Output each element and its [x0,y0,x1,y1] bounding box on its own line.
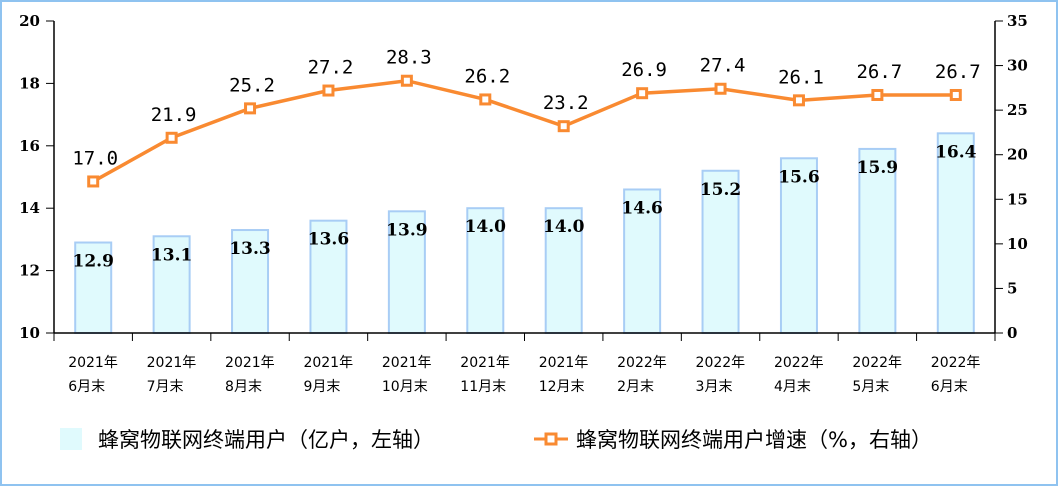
right-tick-label: 20 [1007,146,1028,164]
bar-data-label: 13.9 [386,220,427,240]
line-data-label: 17.0 [72,147,118,169]
legend-bar-swatch [60,428,82,450]
x-tick-label: 5月末 [852,379,889,395]
left-tick-label: 18 [19,74,40,92]
x-tick-label: 2021年 [225,355,275,371]
x-tick-label: 6月末 [68,379,105,395]
bar [466,207,505,334]
left-tick-label: 10 [19,324,40,342]
line-data-label: 27.2 [308,57,354,79]
line-point-marker [87,175,100,188]
x-tick-label: 2021年 [147,355,197,371]
left-tick-label: 12 [19,262,40,280]
x-tick-label: 2021年 [539,355,589,371]
line-point-marker [479,93,492,106]
line-data-label: 26.2 [464,65,510,87]
bar-data-label: 14.6 [621,198,662,218]
x-tick-label: 9月末 [303,379,340,395]
line-point-marker [792,94,805,107]
x-tick-label: 2022年 [852,355,902,371]
legend-item-line: 蜂窝物联网终端用户增速（%，右轴） [534,424,932,454]
bar-data-label: 15.2 [700,180,741,200]
line-data-label: 26.9 [621,59,667,81]
legend-line-swatch [534,432,568,446]
line-data-label: 26.7 [935,61,981,83]
bar [779,157,818,334]
x-tick-label: 2022年 [696,355,746,371]
line-point-marker [636,87,649,100]
right-tick-label: 0 [1007,324,1017,342]
x-tick-label: 2021年 [382,355,432,371]
x-tick-label: 2021年 [303,355,353,371]
bar-data-label: 14.0 [543,217,585,237]
bar-data-label: 12.9 [73,252,114,272]
bar-data-label: 15.6 [778,167,819,187]
x-tick-label: 2022年 [617,355,667,371]
x-tick-label: 11月末 [460,379,506,395]
left-tick-label: 16 [19,137,40,155]
line-data-label: 21.9 [151,104,197,126]
legend-line-label: 蜂窝物联网终端用户增速（%，右轴） [576,428,932,452]
line-point-marker [871,88,884,101]
line-point-marker [244,102,257,115]
right-tick-label: 25 [1007,101,1028,119]
left-tick-label: 14 [19,199,40,217]
legend-item-bar: 蜂窝物联网终端用户（亿户，左轴） [60,424,434,454]
line-point-marker [557,120,570,133]
bar-data-label: 13.3 [229,239,270,259]
bar-data-label: 13.6 [308,230,349,250]
line-data-label: 25.2 [229,74,275,96]
x-tick-label: 2022年 [774,355,824,371]
right-tick-label: 35 [1007,12,1028,30]
x-tick-label: 4月末 [774,379,811,395]
line-data-label: 23.2 [543,92,589,114]
x-tick-label: 3月末 [696,379,733,395]
line-data-label: 27.4 [700,55,746,77]
right-tick-label: 15 [1007,190,1028,208]
line-data-label: 26.7 [856,61,902,83]
line-point-marker [322,84,335,97]
line-point-marker [949,88,962,101]
bar-data-label: 13.1 [151,245,192,265]
line-point-marker [714,82,727,95]
x-tick-label: 10月末 [382,379,428,395]
x-tick-label: 2022年 [931,355,981,371]
line-point-marker [400,74,413,87]
x-tick-label: 8月末 [225,379,262,395]
right-tick-label: 10 [1007,235,1028,253]
bar-data-label: 16.4 [935,142,977,162]
right-tick-label: 30 [1007,57,1028,75]
x-tick-label: 2021年 [460,355,510,371]
legend-bar-label: 蜂窝物联网终端用户（亿户，左轴） [98,428,434,452]
x-tick-label: 6月末 [931,379,968,395]
bar [309,219,348,334]
line-data-label: 26.1 [778,66,824,88]
x-tick-label: 2021年 [68,355,118,371]
bar [858,147,897,334]
left-tick-label: 20 [19,12,40,30]
bar-data-label: 14.0 [465,217,507,237]
x-tick-label: 7月末 [147,379,184,395]
x-tick-label: 12月末 [539,379,585,395]
line-point-marker [165,131,178,144]
line-data-label: 28.3 [386,47,432,69]
bar-data-label: 15.9 [857,158,898,178]
growth-line [92,78,956,183]
bar [623,188,662,334]
bar [936,132,975,334]
right-tick-label: 5 [1007,279,1017,297]
x-tick-label: 2月末 [617,379,654,395]
